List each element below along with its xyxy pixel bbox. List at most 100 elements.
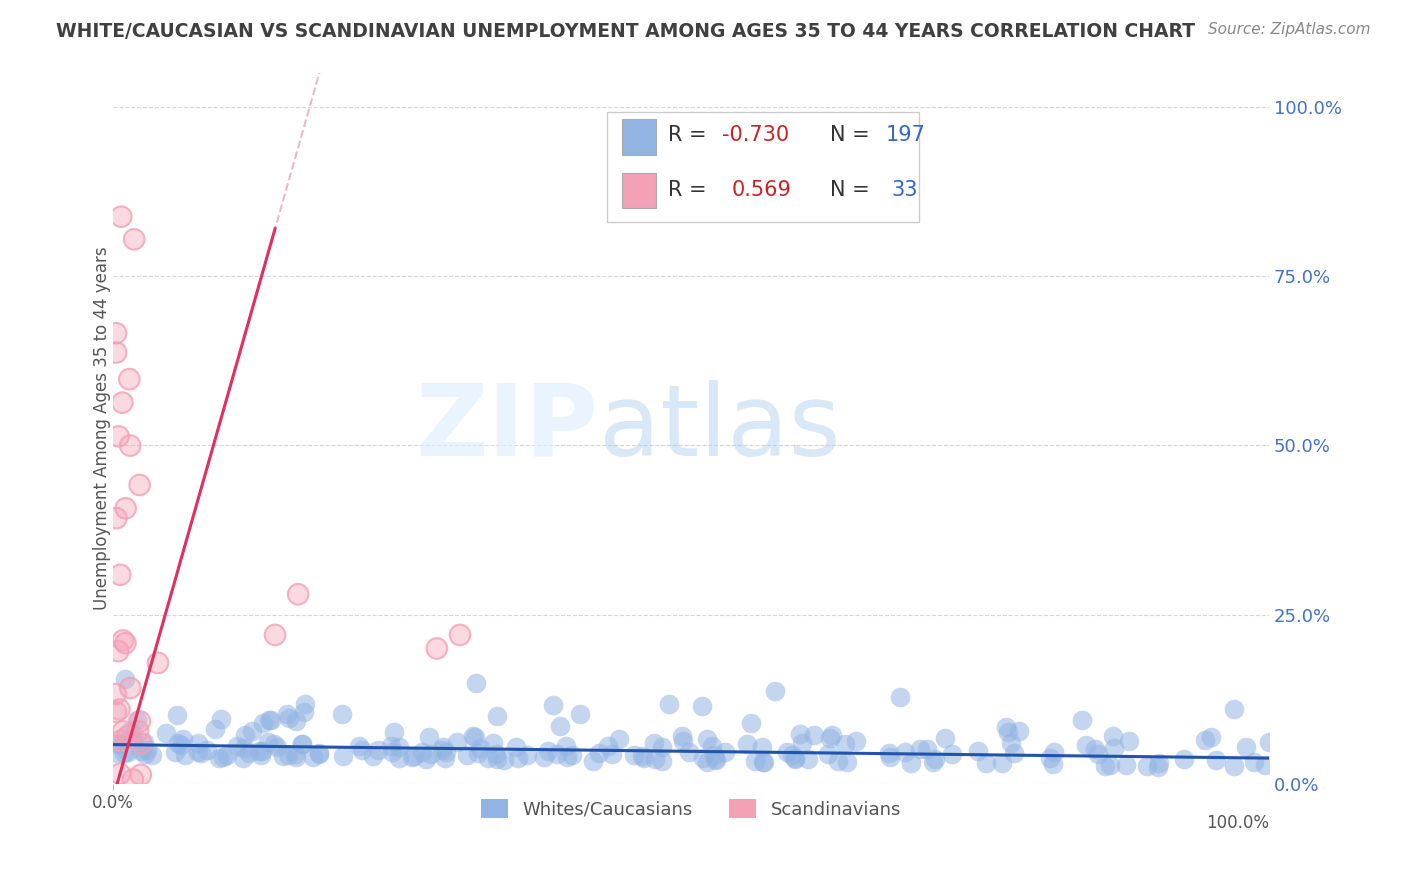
Point — [120, 439, 142, 453]
Point — [226, 739, 249, 753]
Point — [120, 723, 142, 738]
Point — [827, 754, 849, 768]
Point — [546, 747, 568, 761]
Point — [671, 729, 693, 743]
Point — [110, 210, 132, 224]
Point — [1243, 755, 1265, 769]
Point — [129, 714, 152, 729]
Point — [834, 738, 856, 752]
Point — [449, 628, 471, 642]
Point — [129, 737, 152, 751]
Point — [735, 737, 758, 751]
Point — [110, 210, 132, 224]
Point — [208, 750, 231, 764]
Point — [104, 705, 127, 719]
Point — [388, 750, 411, 764]
Point — [1223, 759, 1246, 773]
Point — [128, 478, 150, 492]
Point — [1042, 757, 1064, 772]
Point — [714, 745, 737, 759]
Point — [247, 744, 270, 758]
Point — [763, 683, 786, 698]
Point — [678, 745, 700, 759]
Point — [114, 501, 136, 516]
Point — [752, 755, 775, 769]
Point — [107, 429, 129, 443]
Point — [276, 706, 298, 721]
Legend: Whites/Caucasians, Scandinavians: Whites/Caucasians, Scandinavians — [474, 792, 908, 826]
Point — [643, 736, 665, 750]
Point — [129, 737, 152, 751]
Point — [1084, 741, 1107, 756]
Point — [122, 772, 145, 787]
Point — [543, 698, 565, 712]
Point — [464, 675, 486, 690]
Point — [260, 714, 283, 728]
Point — [402, 748, 425, 763]
Point — [1136, 758, 1159, 772]
Point — [112, 724, 135, 739]
Point — [1043, 745, 1066, 759]
Point — [486, 752, 509, 766]
Point — [294, 698, 316, 712]
Point — [114, 636, 136, 650]
Point — [752, 755, 775, 769]
Point — [104, 705, 127, 719]
Point — [167, 736, 190, 750]
Point — [967, 744, 990, 758]
Point — [110, 567, 132, 582]
Point — [186, 745, 208, 759]
Point — [1098, 758, 1121, 772]
Text: R =: R = — [668, 180, 720, 201]
Point — [266, 740, 288, 755]
Point — [170, 739, 193, 753]
Point — [125, 713, 148, 727]
Point — [108, 702, 131, 716]
Point — [264, 628, 287, 642]
Text: -0.730: -0.730 — [723, 125, 789, 145]
Point — [651, 739, 673, 754]
Text: Source: ZipAtlas.com: Source: ZipAtlas.com — [1208, 22, 1371, 37]
Point — [190, 746, 212, 760]
Point — [588, 746, 610, 760]
Point — [105, 326, 128, 341]
Point — [464, 730, 486, 744]
Point — [308, 747, 330, 762]
Point — [548, 719, 571, 733]
Point — [600, 747, 623, 762]
Point — [401, 750, 423, 764]
Point — [434, 745, 457, 759]
Point — [117, 729, 139, 743]
Point — [215, 747, 238, 762]
Point — [277, 711, 299, 725]
Point — [114, 673, 136, 687]
Point — [105, 326, 128, 341]
Point — [974, 756, 997, 771]
Point — [785, 752, 807, 766]
Point — [835, 755, 858, 769]
Point — [411, 745, 433, 759]
Text: N =: N = — [830, 125, 876, 145]
Point — [910, 741, 932, 756]
Point — [555, 749, 578, 764]
Point — [122, 772, 145, 787]
Point — [129, 744, 152, 758]
Point — [172, 731, 194, 746]
Point — [467, 746, 489, 760]
Point — [285, 714, 308, 728]
Point — [623, 747, 645, 762]
Point — [751, 739, 773, 754]
Point — [129, 768, 152, 782]
Point — [114, 501, 136, 516]
Point — [117, 745, 139, 759]
Point — [233, 728, 256, 742]
Point — [607, 732, 630, 747]
Point — [671, 734, 693, 748]
Point — [818, 731, 841, 745]
Point — [132, 735, 155, 749]
Point — [1115, 758, 1137, 772]
Point — [1087, 747, 1109, 761]
Text: R =: R = — [668, 125, 713, 145]
Point — [430, 742, 453, 756]
Point — [482, 736, 505, 750]
